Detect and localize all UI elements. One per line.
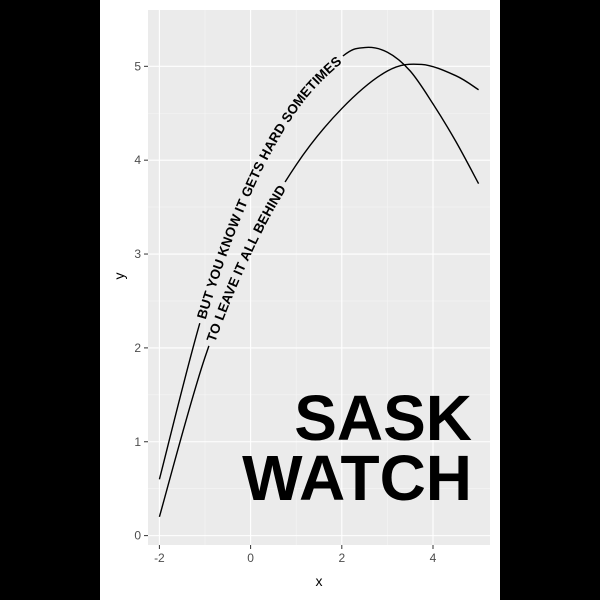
y-tick-label: 2 bbox=[134, 341, 141, 355]
x-tick-label: 0 bbox=[247, 551, 254, 565]
grid-major bbox=[148, 10, 490, 545]
annotation-line-2: WATCH bbox=[242, 442, 472, 514]
series-line bbox=[158, 63, 479, 518]
y-tick-label: 5 bbox=[134, 59, 141, 73]
x-tick-label: -2 bbox=[154, 551, 165, 565]
y-tick-label: 4 bbox=[134, 153, 141, 167]
y-axis-ticks: 0 1 2 3 4 5 bbox=[134, 59, 148, 543]
poster-panel: BUT YOU KNOW IT GETS HARD SOMETIMES TO LE… bbox=[100, 0, 500, 600]
y-axis-title: y bbox=[111, 273, 127, 280]
y-tick-label: 0 bbox=[134, 529, 141, 543]
x-tick-label: 2 bbox=[338, 551, 345, 565]
x-axis-ticks: -2 0 2 4 bbox=[154, 545, 437, 565]
x-tick-label: 4 bbox=[430, 551, 437, 565]
series-lines bbox=[158, 46, 480, 518]
x-axis-title: x bbox=[316, 573, 323, 589]
y-tick-label: 3 bbox=[134, 247, 141, 261]
series-line bbox=[158, 46, 480, 480]
annotation-line-1: SASK bbox=[294, 382, 472, 454]
y-tick-label: 1 bbox=[134, 435, 141, 449]
